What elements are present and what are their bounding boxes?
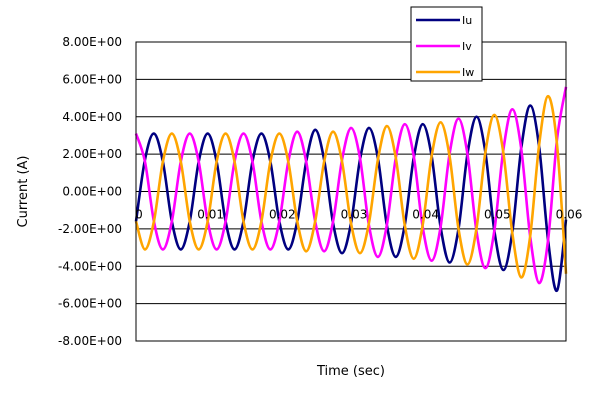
y-tick-label: 8.00E+00 [62,35,122,49]
y-tick-label: 4.00E+00 [62,110,122,124]
legend-label-iu: Iu [462,14,472,27]
y-tick-label: 6.00E+00 [62,72,122,86]
x-tick-label: 0 [135,208,143,222]
legend-label-iv: Iv [462,40,472,53]
x-tick-label: 0.06 [556,208,583,222]
x-axis-tick-labels: 0 0.01 0.02 0.03 0.04 0.05 0.06 [135,208,582,222]
legend: Iu Iv Iw [410,6,483,82]
series-line-iw [134,94,568,279]
plot-area-border [135,41,567,342]
y-tick-label: 2.00E+00 [62,147,122,161]
y-tick-label: -6.00E+00 [58,297,122,311]
x-tick-label: 0.04 [412,208,439,222]
series-line-iv [134,86,568,285]
x-tick-label: 0.02 [269,208,296,222]
y-tick-label: -8.00E+00 [58,334,122,348]
y-axis-tick-labels: 8.00E+00 6.00E+00 4.00E+00 2.00E+00 0.00E+00… [58,35,122,348]
x-tick-label: 0.01 [197,208,224,222]
y-axis-label: Current (A) [16,156,31,228]
y-tick-label: -2.00E+00 [58,222,122,236]
x-tick-label: 0.05 [484,208,511,222]
series-line-iu [134,104,568,292]
y-tick-label: 0.00E+00 [62,185,122,199]
legend-label-iw: Iw [462,66,474,79]
series-lines [134,86,568,292]
x-tick-label: 0.03 [341,208,368,222]
x-axis-label: Time (sec) [316,364,385,379]
y-tick-label: -4.00E+00 [58,259,122,273]
